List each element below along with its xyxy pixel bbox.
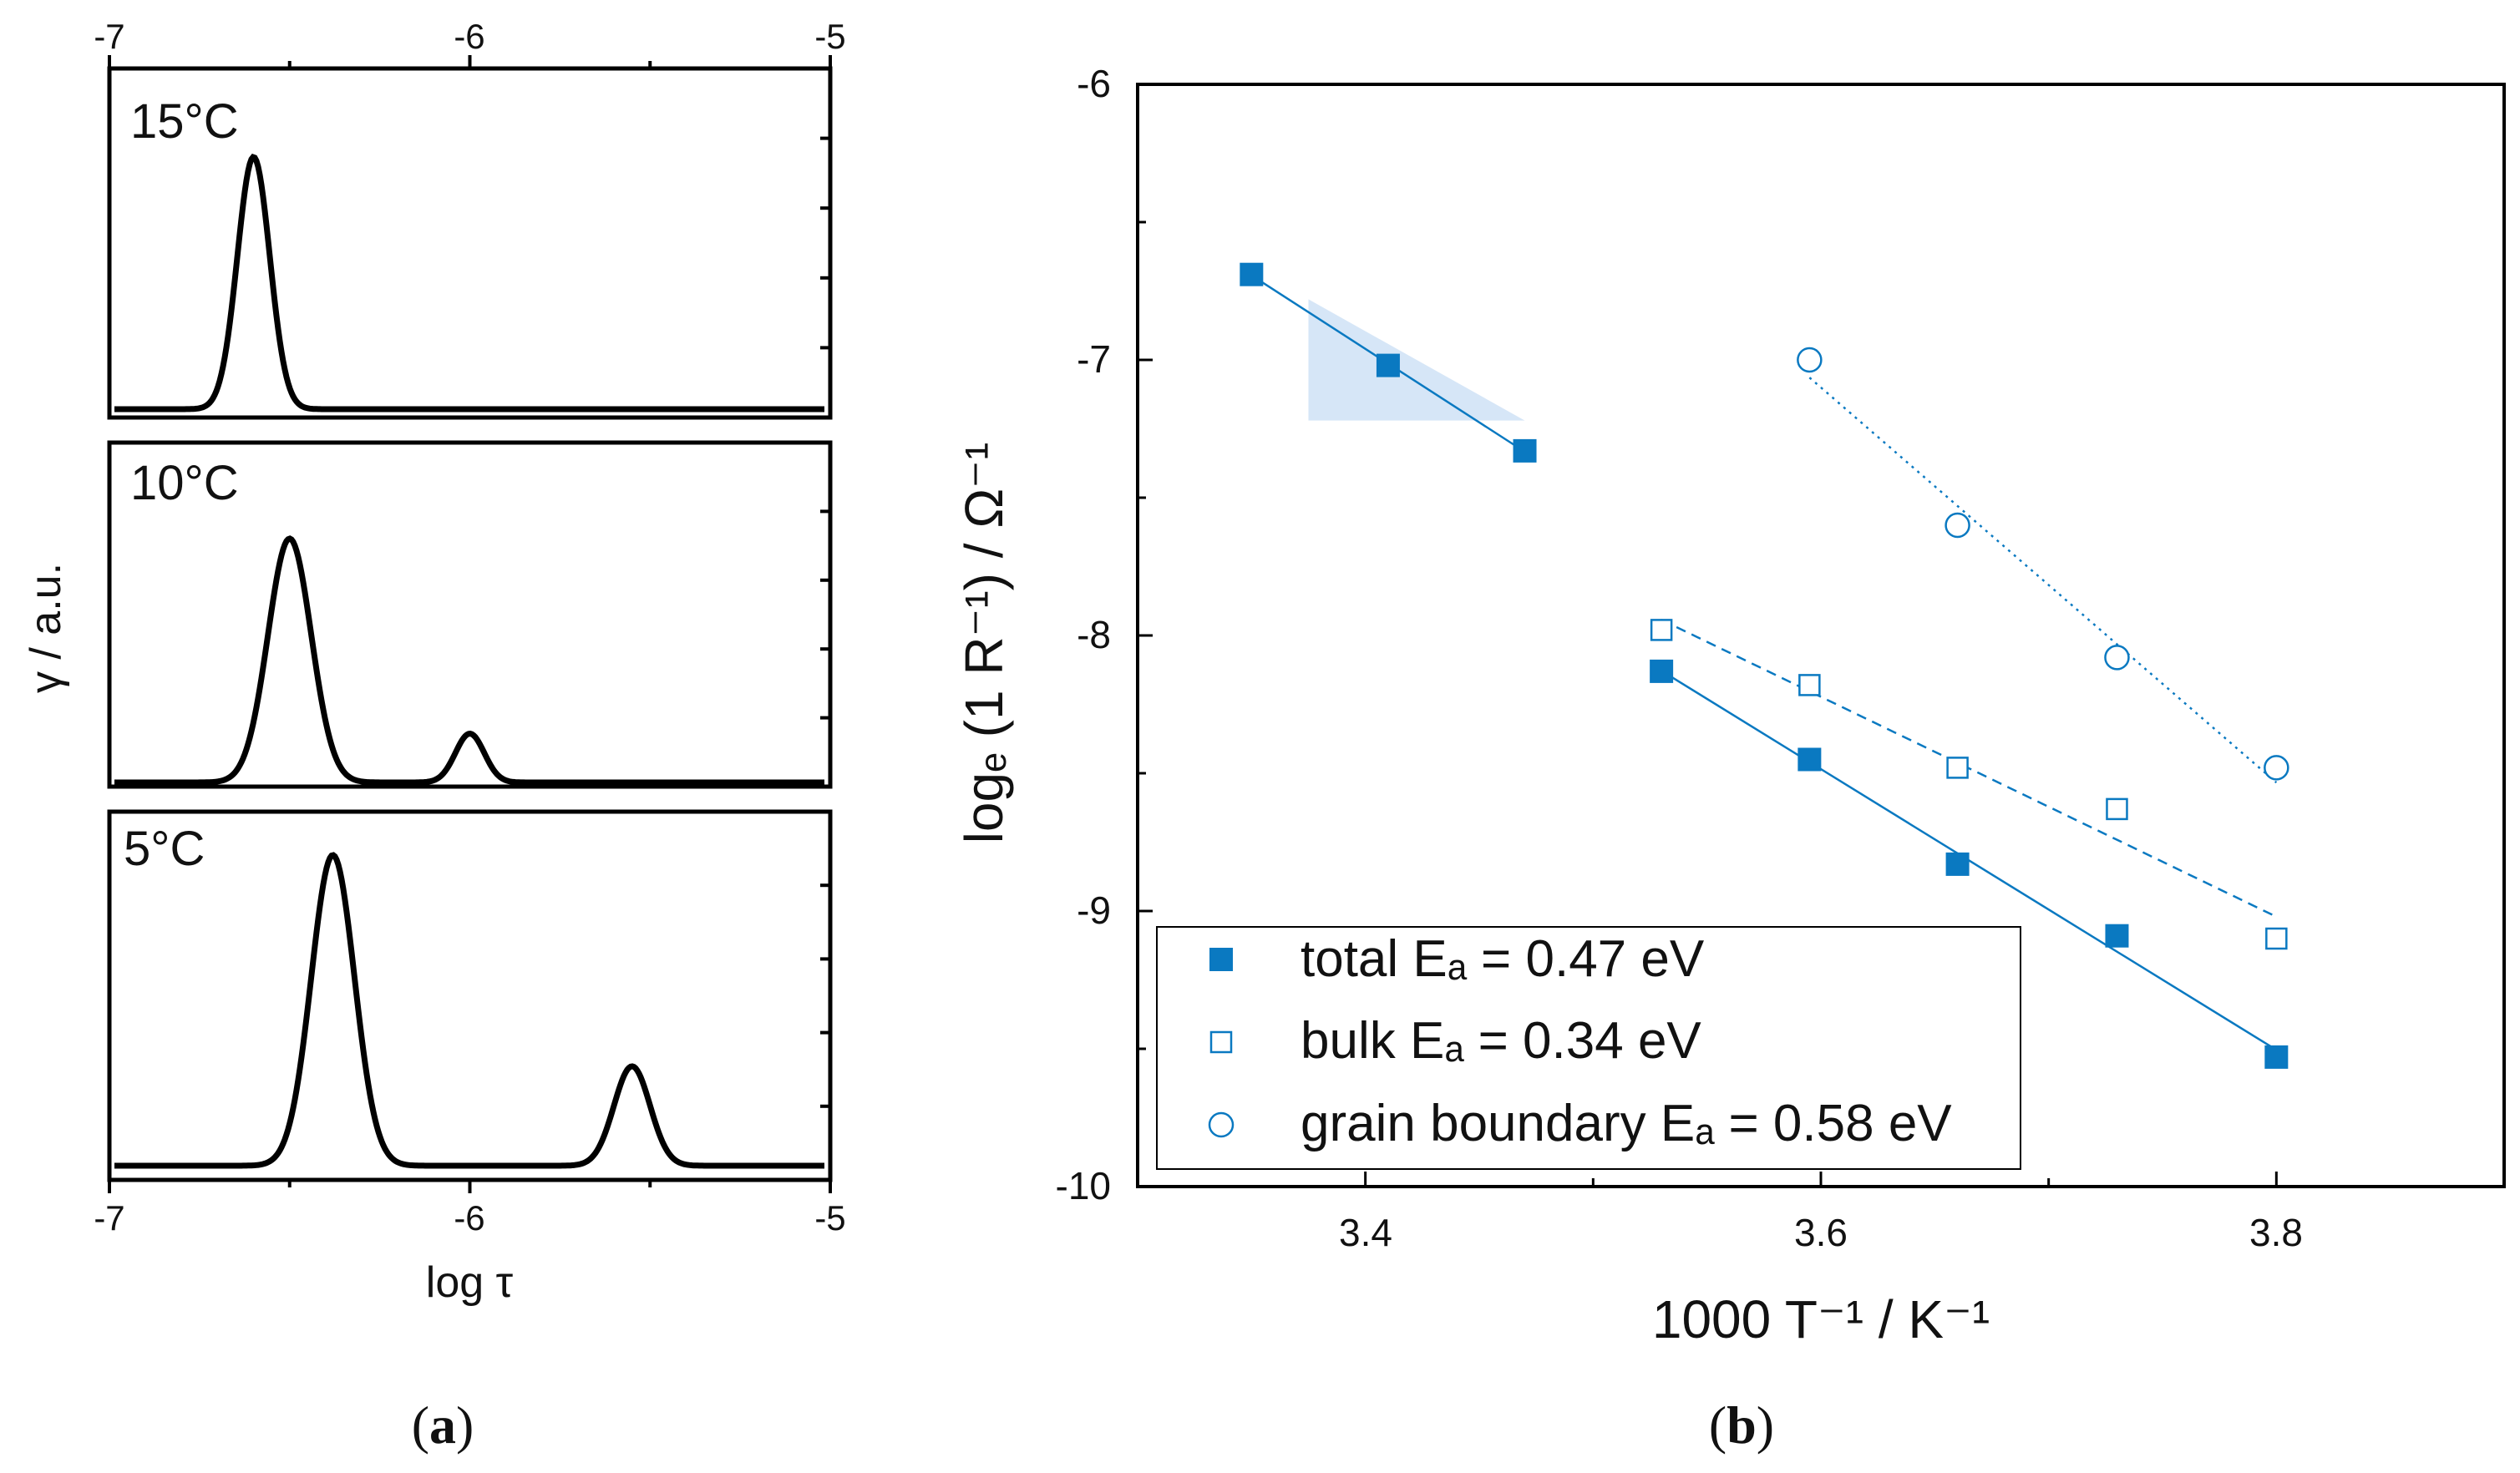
- caption-letter: b: [1726, 1395, 1757, 1455]
- data-point: [2264, 755, 2289, 781]
- tick-marks: [108, 55, 832, 1193]
- y-tick-label: -6: [1077, 62, 1111, 105]
- bottom-tick-label: -6: [454, 1198, 484, 1238]
- data-point: [2104, 645, 2130, 671]
- drt-label-5c: 5°C: [124, 822, 205, 876]
- y-tick-label: -8: [1077, 613, 1111, 656]
- panel-b: -6 -7 -8 -9 -10 3.4 3.6 3.8 1000 T⁻¹ / K…: [954, 62, 2506, 1455]
- top-tick-label: -5: [814, 17, 845, 56]
- data-point: [1240, 262, 1264, 286]
- tick-marks: [1138, 83, 2278, 1188]
- caption-close-paren: ): [1757, 1395, 1774, 1455]
- data-point: [1797, 347, 1823, 373]
- legend-marker: [1209, 1030, 1233, 1054]
- legend-label-grain-boundary: grain boundary Eₐ = 0.58 eV: [1301, 1095, 1952, 1152]
- legend-marker: [1208, 1111, 1235, 1138]
- bottom-tick-label: -7: [94, 1198, 124, 1238]
- drt-frame-10c: [107, 440, 833, 789]
- panel-a-caption: (a): [412, 1395, 474, 1455]
- data-point: [2106, 797, 2128, 821]
- legend-box: [1156, 926, 2021, 1170]
- drt-label-10c: 10°C: [130, 456, 239, 510]
- arrhenius-plot-area: [1240, 262, 2289, 1069]
- data-point: [1650, 659, 1674, 683]
- y-tick-label: -7: [1077, 337, 1111, 381]
- top-tick-label: -7: [94, 17, 124, 56]
- legend-label-bulk: bulk Eₐ = 0.34 eV: [1301, 1012, 1701, 1070]
- caption-letter: a: [429, 1395, 456, 1455]
- data-point: [1376, 353, 1400, 377]
- panel-b-caption: (b): [1709, 1395, 1774, 1455]
- x-tick-label: 3.8: [2249, 1211, 2303, 1254]
- legend-marker: [1209, 948, 1233, 971]
- drt-curve-10c: [114, 535, 824, 786]
- data-point: [1798, 674, 1821, 696]
- x-axis-label: 1000 T⁻¹ / K⁻¹: [1652, 1289, 1990, 1349]
- y-tick-label: -10: [1056, 1164, 1111, 1207]
- data-point: [2105, 924, 2129, 948]
- caption-close-paren: ): [456, 1395, 474, 1455]
- x-tick-label: 3.4: [1339, 1211, 1392, 1254]
- slope-triangle: [1308, 299, 1525, 421]
- drt-curve-15c: [114, 153, 824, 413]
- data-point: [1945, 512, 1970, 539]
- fit-line: [1661, 619, 2277, 918]
- y-axis-label: γ / a.u.: [22, 563, 70, 693]
- legend-label-total: total Eₐ = 0.47 eV: [1301, 930, 1705, 988]
- drt-frame-5c: [107, 809, 833, 1182]
- data-point: [1945, 852, 1970, 876]
- bottom-tick-label: -5: [814, 1198, 845, 1238]
- top-tick-label: -6: [454, 17, 484, 56]
- data-point: [1797, 747, 1822, 772]
- drt-curve-5c: [114, 852, 824, 1169]
- data-point: [1946, 757, 1969, 779]
- drt-label-15c: 15°C: [130, 94, 239, 149]
- y-axis-label: logₑ (1 R⁻¹) / Ω⁻¹: [954, 443, 1014, 844]
- data-point: [2264, 1045, 2289, 1069]
- caption-open-paren: (: [412, 1395, 429, 1455]
- data-point: [1513, 438, 1537, 463]
- y-tick-label: -9: [1077, 888, 1111, 932]
- fit-line: [1808, 377, 2278, 784]
- data-point: [1650, 619, 1673, 641]
- x-tick-label: 3.6: [1794, 1211, 1848, 1254]
- x-axis-label: log τ: [426, 1258, 514, 1307]
- data-point: [2265, 927, 2288, 950]
- panel-a: 15°C 10°C 5°C -7 -6 -5 -7 -6 -5 log τ γ …: [22, 17, 846, 1455]
- caption-open-paren: (: [1709, 1395, 1726, 1455]
- legend-markers: [1208, 948, 1235, 1138]
